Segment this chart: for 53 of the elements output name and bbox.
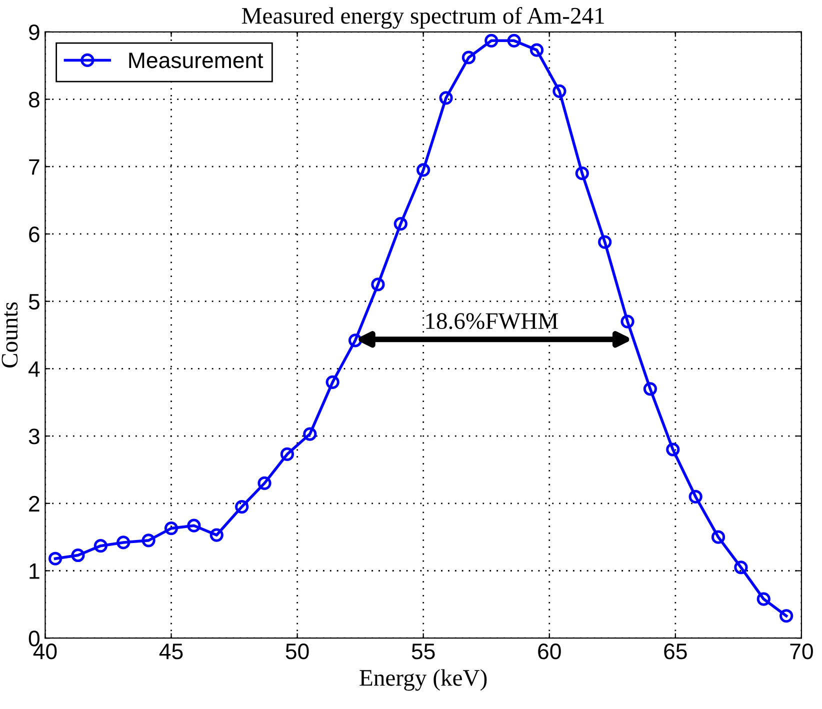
y-tick-label: 3 [28,428,40,444]
annotation: 18.6%FWHM [426,313,558,330]
y-tick-label: 8 [28,92,40,108]
point [530,43,544,57]
point [71,548,85,562]
point [258,476,272,490]
x-tick-label: 70 [790,644,813,660]
x-tick-label: 60 [538,644,561,660]
point [552,84,566,98]
legend-label: Measurement [129,52,264,68]
point [484,34,498,48]
y-tick-label: 6 [29,226,40,242]
x-tick-label: 65 [664,644,687,660]
point [711,530,726,544]
point [303,427,317,441]
point [575,166,589,180]
point [620,314,634,328]
point [280,447,294,462]
point [235,500,249,514]
y-tick-label: 9 [29,24,40,40]
y-tick-label: 1 [30,564,40,579]
point [756,592,770,606]
point [210,528,224,542]
point [94,539,108,553]
point [734,560,748,574]
y-tick-label: 4 [28,361,40,377]
chart-title: Measured energy spectrum of Am-241 [242,6,604,29]
point [688,490,702,504]
point [116,536,130,550]
x-axis-title: Energy (keV) [360,669,487,691]
point [142,534,156,548]
x-tick-label: 50 [286,644,309,660]
y-tick-label: 5 [28,294,40,310]
x-tick-label: 45 [159,644,183,660]
x-tick-label: 55 [412,644,435,660]
point [598,235,612,249]
point [416,163,430,177]
point [348,334,362,348]
point [187,518,201,532]
point [439,91,453,105]
point [780,609,794,623]
point [371,278,385,292]
point [48,552,62,566]
y-tick-label: 7 [29,159,40,175]
point [507,34,521,48]
y-axis-title: Counts [2,302,18,368]
point [643,382,658,396]
point [164,522,178,536]
point [462,50,476,64]
point [666,442,680,456]
point [394,217,408,231]
point [326,375,340,389]
y-tick-label: 2 [29,496,40,512]
